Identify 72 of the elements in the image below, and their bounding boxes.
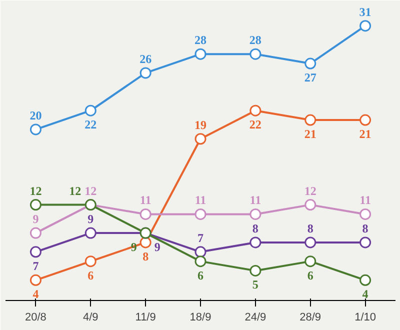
data-label: 9 [154,240,160,254]
point [140,236,152,248]
point [30,274,42,286]
point [360,274,372,286]
data-label: 28 [249,33,262,48]
data-label: 12 [69,184,82,198]
point [30,199,42,211]
x-tick-label: 28/9 [300,312,322,324]
point [30,227,42,239]
data-label: 8 [252,221,258,236]
data-label: 11 [140,193,152,208]
data-label: 27 [304,70,316,85]
data-label: 19 [194,118,206,132]
data-label: 7 [198,230,204,245]
data-label: 11 [194,193,206,208]
data-label: 8 [307,221,314,236]
data-label: 6 [198,268,204,282]
data-label: 5 [252,278,258,292]
data-label: 8 [142,249,149,264]
point [194,133,206,145]
point [304,199,316,211]
point [30,124,42,136]
point [250,208,262,220]
data-label: 4 [362,287,368,302]
point [360,114,372,126]
point [304,114,316,126]
point [84,104,96,116]
x-tick-label: 1/10 [354,312,376,324]
data-label: 28 [194,33,206,48]
point [304,256,316,268]
x-tick-label: 4/9 [82,312,98,324]
point [360,236,372,248]
point [250,236,262,248]
data-label: 11 [250,193,262,208]
point [140,208,152,220]
data-label: 6 [88,268,94,282]
point [30,246,42,258]
point [250,264,262,276]
point [194,48,206,60]
point [84,256,96,268]
data-label: 12 [84,184,97,198]
point [140,67,152,79]
data-label: 9 [32,212,39,226]
point [250,104,262,116]
data-label: 12 [30,184,42,198]
data-label: 12 [304,184,316,198]
x-tick-label: 20/8 [25,312,46,324]
point [360,20,372,32]
data-label: 8 [362,221,368,236]
x-tick-label: 11/9 [135,312,156,324]
point [250,48,262,60]
point [360,208,372,220]
data-label: 7 [32,258,39,273]
data-label: 22 [249,118,262,132]
data-label: 20 [30,108,42,122]
x-tick-label: 18/9 [190,312,212,324]
data-label: 31 [359,4,372,19]
data-label: 11 [360,193,371,208]
data-label: 22 [84,118,97,132]
point [194,256,206,268]
data-label: 6 [307,268,314,282]
data-label: 26 [140,52,152,66]
point [304,58,316,70]
data-label: 4 [32,287,39,302]
point [194,246,206,258]
data-label: 21 [304,127,316,142]
point [84,227,96,239]
data-label: 9 [88,212,94,226]
x-tick-label: 24/9 [244,312,266,324]
data-label: 21 [359,127,372,142]
point [304,236,316,248]
point [194,208,206,220]
